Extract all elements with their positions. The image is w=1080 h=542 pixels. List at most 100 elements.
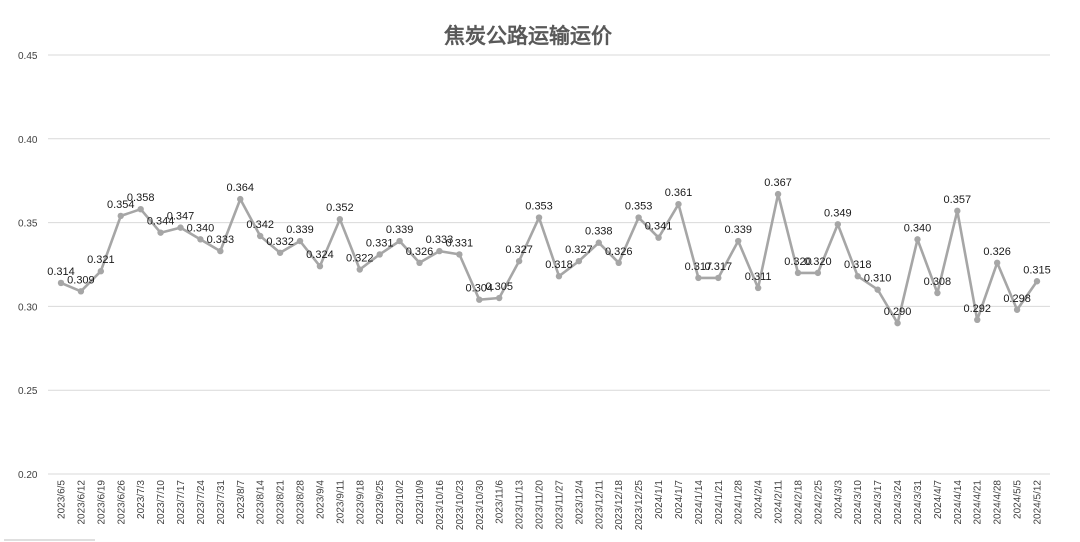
data-label: 0.339 — [724, 224, 752, 236]
y-tick-label: 0.35 — [18, 219, 38, 230]
x-tick-label: 2024/4/14 — [953, 480, 964, 525]
data-label: 0.327 — [565, 244, 593, 256]
x-tick-label: 2024/2/18 — [793, 480, 804, 525]
data-point — [396, 237, 403, 245]
data-label: 0.310 — [864, 273, 892, 285]
x-tick-label: 2024/2/11 — [774, 480, 785, 524]
data-label: 0.308 — [924, 276, 952, 288]
x-tick-label: 2023/6/5 — [57, 480, 68, 519]
x-tick-label: 2023/10/2 — [395, 480, 406, 525]
x-tick-label: 2024/1/1 — [654, 480, 665, 519]
x-tick-label: 2023/7/10 — [156, 480, 167, 525]
x-tick-label: 2023/11/27 — [554, 480, 565, 530]
data-label: 0.331 — [366, 237, 394, 249]
data-label: 0.315 — [1023, 264, 1051, 276]
data-point — [834, 221, 842, 228]
data-label: 0.304 — [466, 283, 494, 295]
data-label: 0.342 — [246, 219, 274, 231]
x-tick-label: 2023/10/9 — [415, 480, 426, 525]
data-point — [993, 259, 1001, 267]
data-label: 0.352 — [326, 202, 354, 214]
data-markers — [57, 190, 1041, 327]
x-tick-label: 2024/3/10 — [853, 480, 864, 525]
data-point — [97, 268, 105, 275]
x-tick-label: 2023/8/7 — [236, 480, 247, 519]
x-tick-label: 2023/7/24 — [196, 480, 207, 525]
data-point — [1013, 306, 1021, 313]
x-tick-label: 2024/3/24 — [893, 480, 904, 525]
data-point — [695, 274, 702, 282]
data-point — [794, 269, 802, 277]
data-label: 0.326 — [605, 246, 633, 258]
data-point — [655, 234, 662, 241]
data-label: 0.309 — [67, 274, 95, 286]
data-point — [57, 279, 65, 287]
x-tick-label: 2024/3/3 — [833, 480, 844, 519]
x-tick-label: 2023/6/19 — [96, 480, 107, 525]
x-tick-label: 2023/9/11 — [335, 480, 346, 524]
data-label: 0.326 — [983, 246, 1011, 258]
data-label: 0.364 — [226, 182, 254, 194]
data-point — [555, 273, 563, 280]
data-point — [715, 274, 722, 282]
data-label: 0.344 — [147, 216, 175, 228]
x-tick-label: 2023/10/30 — [475, 480, 486, 530]
data-point — [874, 286, 881, 293]
data-point — [137, 205, 144, 213]
data-point — [914, 236, 921, 243]
data-label: 0.324 — [306, 249, 334, 261]
x-tick-label: 2023/7/3 — [136, 480, 147, 519]
data-label: 0.340 — [904, 222, 932, 234]
x-tick-label: 2023/6/26 — [116, 480, 127, 525]
data-label: 0.298 — [1003, 293, 1031, 305]
data-point — [217, 247, 224, 255]
data-label: 0.339 — [286, 224, 314, 236]
x-tick-label: 2024/2/4 — [754, 480, 765, 519]
data-label: 0.349 — [824, 207, 852, 219]
series-line — [60, 192, 1039, 325]
data-label: 0.333 — [207, 234, 235, 246]
x-tick-label: 2023/8/14 — [256, 480, 267, 525]
data-point — [197, 236, 204, 243]
data-point — [774, 190, 782, 198]
data-label: 0.361 — [665, 187, 693, 199]
data-point — [276, 249, 284, 256]
data-point — [1033, 278, 1041, 285]
data-point — [974, 316, 981, 324]
y-tick-label: 0.30 — [18, 302, 38, 313]
data-label: 0.326 — [406, 246, 434, 258]
data-label: 0.339 — [386, 224, 414, 236]
x-tick-label: 2023/11/20 — [535, 480, 546, 530]
data-label: 0.354 — [107, 199, 135, 211]
data-label: 0.347 — [167, 211, 195, 223]
x-tick-label: 2023/10/23 — [455, 480, 466, 530]
data-point — [496, 294, 503, 302]
data-point — [256, 232, 264, 240]
data-point — [177, 224, 184, 231]
data-point — [316, 262, 324, 270]
x-tick-label: 2023/8/21 — [276, 480, 287, 525]
data-label: 0.338 — [585, 226, 613, 238]
data-label: 0.353 — [525, 201, 553, 213]
data-point — [854, 273, 861, 280]
data-point — [436, 247, 443, 255]
data-point — [635, 214, 642, 221]
y-tick-label: 0.40 — [18, 135, 38, 146]
x-tick-label: 2024/1/14 — [694, 480, 705, 525]
data-label: 0.332 — [266, 236, 294, 248]
data-label: 0.340 — [187, 222, 215, 234]
x-tick-label: 2023/11/6 — [495, 480, 506, 524]
data-point — [954, 207, 961, 215]
x-tick-label: 2024/3/31 — [913, 480, 924, 525]
x-tick-label: 2023/9/25 — [375, 480, 386, 525]
y-axis-ticks: 0.20 0.25 0.30 0.35 0.40 0.45 — [18, 51, 38, 481]
data-label: 0.318 — [844, 259, 872, 271]
data-point — [237, 195, 244, 203]
x-tick-label: 2024/5/12 — [1033, 480, 1044, 525]
data-point — [456, 251, 463, 258]
x-tick-label: 2023/10/16 — [435, 480, 446, 530]
x-tick-label: 2023/7/17 — [176, 480, 187, 525]
data-point — [675, 200, 682, 208]
x-tick-label: 2024/1/7 — [674, 480, 685, 519]
